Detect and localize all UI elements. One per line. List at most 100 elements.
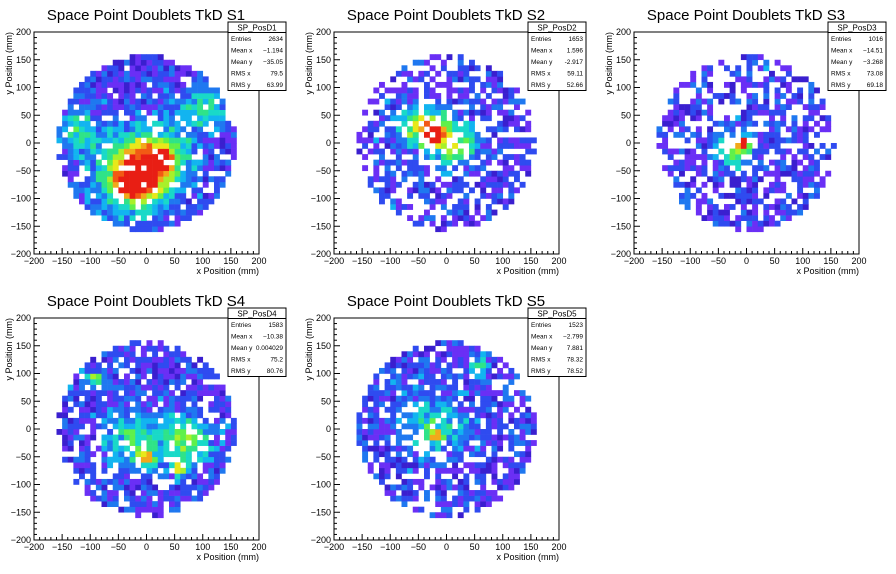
heatmap-cell — [791, 126, 798, 133]
heatmap-cell — [791, 120, 798, 127]
heatmap-cell — [169, 98, 175, 105]
heatmap-cell — [474, 462, 481, 469]
heatmap-cell — [491, 373, 498, 380]
heatmap-cell — [707, 104, 714, 110]
heatmap-cell — [202, 451, 209, 458]
heatmap-cell — [140, 131, 147, 138]
heatmap-cell — [435, 429, 442, 435]
heatmap-cell — [95, 406, 102, 413]
heatmap-cell — [202, 143, 209, 149]
heatmap-cell — [469, 115, 475, 122]
heatmap-cell — [525, 445, 532, 452]
heatmap-cell — [440, 198, 447, 205]
y-tick-label: 0 — [326, 424, 331, 434]
heatmap-cell — [62, 126, 69, 133]
heatmap-cell — [508, 456, 515, 463]
heatmap-cell — [429, 512, 436, 519]
heatmap-cell — [508, 412, 515, 419]
heatmap-cell — [435, 131, 442, 138]
heatmap-cell — [502, 434, 509, 441]
heatmap-cell — [435, 467, 442, 474]
heatmap-cell — [390, 384, 397, 391]
heatmap-cell — [362, 165, 369, 172]
heatmap-cell — [497, 70, 504, 77]
heatmap-cell — [90, 181, 97, 188]
heatmap-cell — [202, 467, 209, 474]
heatmap-cell — [163, 445, 170, 452]
heatmap-cell — [457, 490, 464, 496]
heatmap-cell — [225, 423, 232, 430]
heatmap-cell — [469, 220, 475, 227]
heatmap-cell — [107, 478, 114, 485]
heatmap-cell — [797, 98, 804, 105]
heatmap-cell — [135, 423, 142, 430]
heatmap-cell — [435, 412, 442, 419]
heatmap-cell — [185, 70, 192, 77]
heatmap-cell — [214, 429, 220, 435]
heatmap-cell — [101, 484, 108, 491]
heatmap-cell — [384, 445, 391, 452]
x-tick-label: 100 — [795, 256, 810, 266]
heatmap-cell — [135, 390, 142, 396]
heatmap-cell — [157, 379, 164, 385]
heatmap-cell — [463, 159, 470, 166]
heatmap-cell — [157, 429, 164, 435]
heatmap-cell — [662, 165, 669, 172]
heatmap-cell — [407, 70, 414, 77]
heatmap-cell — [191, 384, 198, 391]
heatmap-cell — [729, 159, 736, 166]
heatmap-cell — [724, 154, 730, 160]
heatmap-cell — [84, 115, 91, 122]
heatmap-cell — [746, 120, 753, 127]
heatmap-cell — [491, 87, 498, 94]
heatmap-cell — [185, 373, 192, 380]
heatmap-cell — [118, 467, 125, 474]
y-tick-label: −50 — [16, 166, 31, 176]
heatmap-cell — [802, 192, 809, 199]
heatmap-cell — [79, 451, 85, 458]
heatmap-cell — [457, 440, 464, 446]
heatmap-cell — [152, 54, 159, 61]
heatmap-cell — [124, 204, 130, 210]
x-tick-label: 100 — [195, 542, 210, 552]
stats-row-label: Entries — [531, 322, 552, 329]
heatmap-cell — [185, 451, 192, 458]
heatmap-cell — [401, 93, 408, 99]
heatmap-cell — [474, 356, 481, 363]
heatmap-cell — [514, 87, 520, 94]
heatmap-cell — [508, 198, 515, 205]
heatmap-cell — [202, 490, 209, 496]
heatmap-cell — [90, 170, 97, 177]
heatmap-cell — [440, 351, 447, 358]
heatmap-cell — [429, 390, 436, 396]
heatmap-cell — [214, 109, 220, 116]
heatmap-cell — [152, 423, 159, 430]
heatmap-cell — [457, 176, 464, 183]
heatmap-cell — [412, 87, 419, 94]
heatmap-cell — [491, 417, 498, 424]
heatmap-cell — [757, 226, 764, 233]
heatmap-cell — [418, 462, 425, 469]
heatmap-cell — [107, 137, 114, 144]
y-tick-label: 100 — [316, 83, 331, 93]
heatmap-cell — [701, 137, 708, 144]
heatmap-cell — [129, 187, 136, 194]
heatmap-cell — [129, 429, 136, 435]
heatmap-cell — [724, 209, 730, 216]
heatmap-cell — [729, 170, 736, 177]
heatmap-cell — [101, 434, 108, 441]
heatmap-cell — [662, 143, 669, 149]
heatmap-cell — [429, 462, 436, 469]
heatmap-cell — [712, 165, 719, 172]
heatmap-cell — [497, 143, 504, 149]
heatmap-cell — [446, 467, 453, 474]
heatmap-cell — [407, 170, 414, 177]
heatmap-cell — [418, 356, 425, 363]
heatmap-cell — [424, 356, 430, 363]
heatmap-cell — [491, 423, 498, 430]
heatmap-cell — [135, 170, 142, 177]
stats-box-name: SP_PosD4 — [237, 310, 277, 319]
heatmap-cell — [197, 423, 204, 430]
heatmap-cell — [124, 104, 130, 110]
heatmap-cell — [112, 87, 119, 94]
